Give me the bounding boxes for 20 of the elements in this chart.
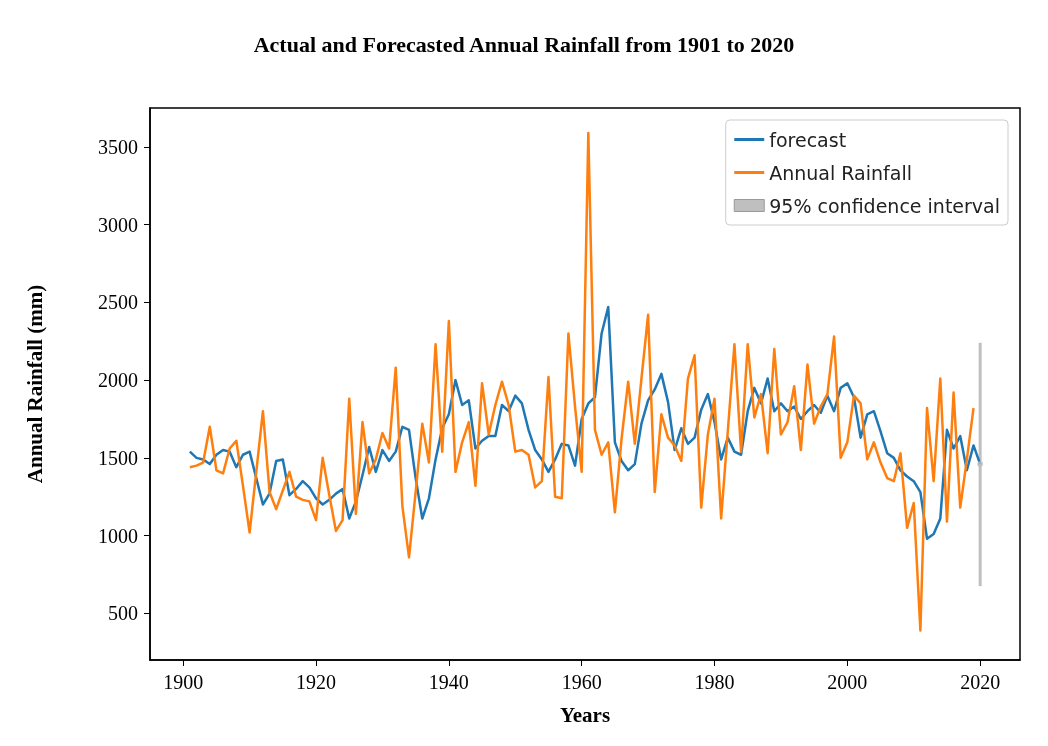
x-tick-label: 1980 xyxy=(694,671,735,693)
y-axis-title: Annual Rainfall (mm) xyxy=(22,284,47,484)
y-tick-label: 3000 xyxy=(98,213,138,236)
x-tick-label: 1960 xyxy=(561,671,602,693)
x-tick-label: 1940 xyxy=(428,671,469,693)
y-tick-label: 2000 xyxy=(98,369,138,392)
x-tick-label: 1900 xyxy=(163,671,204,693)
y-tick-label: 500 xyxy=(108,602,138,625)
y-tick-label: 2500 xyxy=(98,291,138,314)
chart-title: Actual and Forecasted Annual Rainfall from 1901 to 2020 xyxy=(253,31,795,57)
legend-label: 95% confidence interval xyxy=(769,194,1001,217)
x-tick-label: 2000 xyxy=(827,671,868,693)
legend-label: Annual Rainfall xyxy=(769,161,912,184)
x-axis-title: Years xyxy=(559,702,611,727)
y-tick-label: 1500 xyxy=(98,446,138,469)
y-tick-label: 3500 xyxy=(98,135,138,158)
y-tick-label: 1000 xyxy=(98,524,138,547)
x-tick-label: 1920 xyxy=(296,671,337,693)
legend-label: forecast xyxy=(769,128,847,151)
x-tick-label: 2020 xyxy=(960,671,1001,693)
